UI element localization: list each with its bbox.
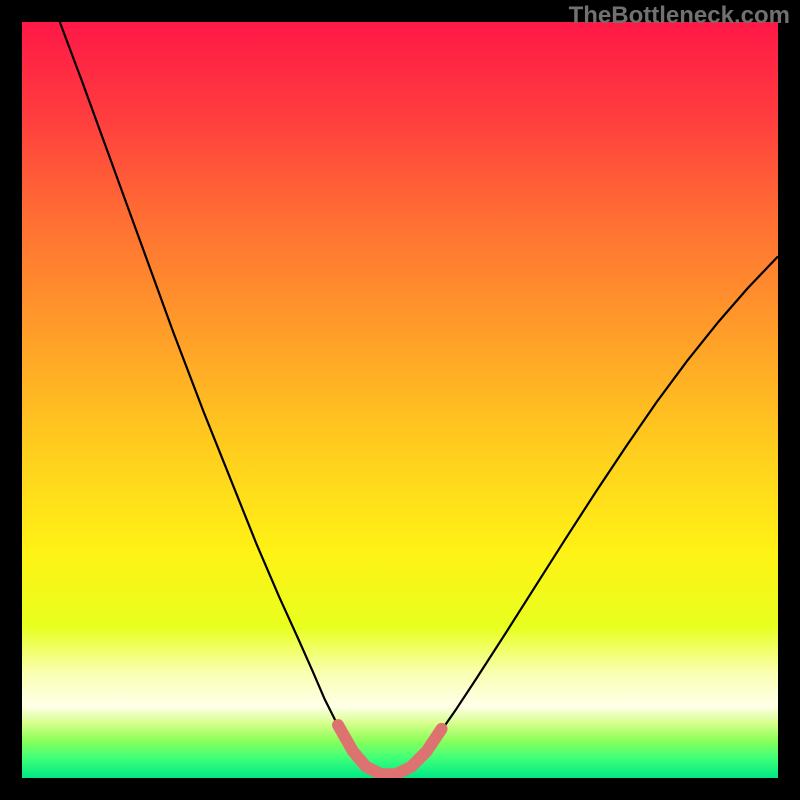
plot-svg [22, 22, 778, 778]
watermark-text: TheBottleneck.com [569, 2, 790, 30]
chart-frame: TheBottleneck.com [0, 0, 800, 800]
plot-area [22, 22, 778, 778]
gradient-background [22, 22, 778, 778]
